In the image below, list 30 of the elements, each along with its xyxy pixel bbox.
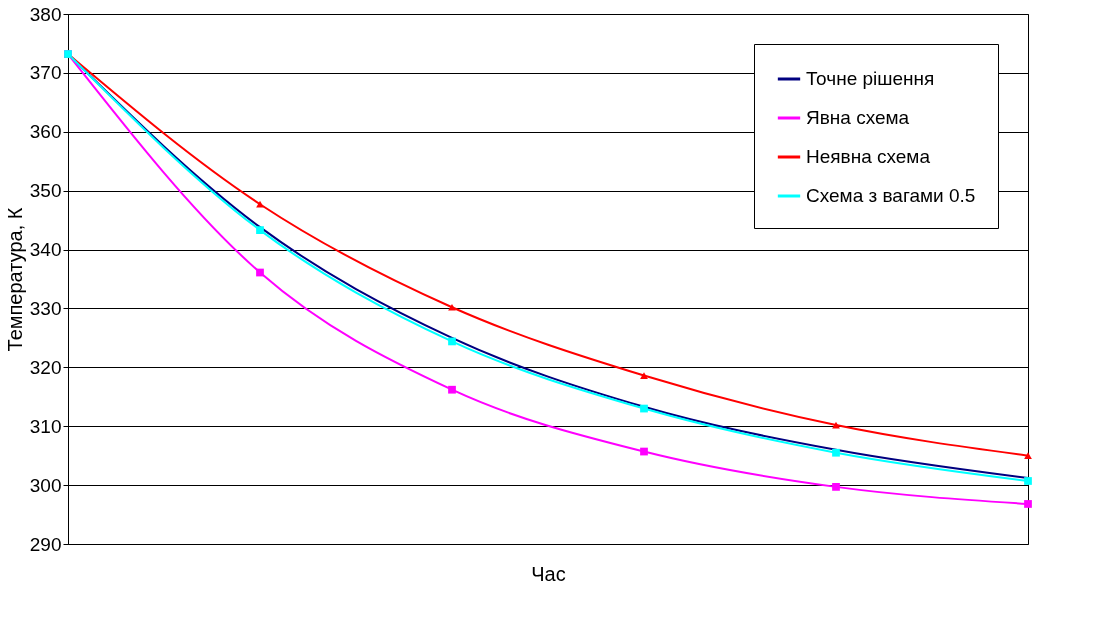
y-tick-label: 330 [29,297,62,319]
y-tick-label: 290 [29,533,62,555]
point [640,372,648,379]
point [1024,477,1032,485]
legend-label: Явна схема [806,107,910,128]
y-tick-label: 370 [29,62,62,84]
point [1024,452,1032,460]
legend-label: Точне рішення [806,68,935,89]
point [256,226,264,234]
x-axis-title: Час [531,562,566,585]
point [448,303,456,311]
y-tick-label: 350 [29,180,62,202]
y-tick-label: 310 [29,415,62,437]
point [640,404,648,413]
point [448,385,456,394]
y-tick-label: 300 [29,474,62,496]
legend-label: Схема з вагами 0.5 [806,185,976,206]
point [256,200,264,208]
y-tick-label: 320 [29,356,62,378]
y-tick-label: 380 [29,3,62,25]
point [640,447,648,456]
y-tick-label: 360 [29,121,62,143]
y-tick-label: 340 [29,239,62,261]
point [832,448,840,457]
legend-label: Неявна схема [806,146,931,167]
y-axis-title: Температура, К [3,207,26,352]
point [448,337,456,346]
point [1024,500,1032,508]
point [832,483,840,491]
point [256,268,264,277]
